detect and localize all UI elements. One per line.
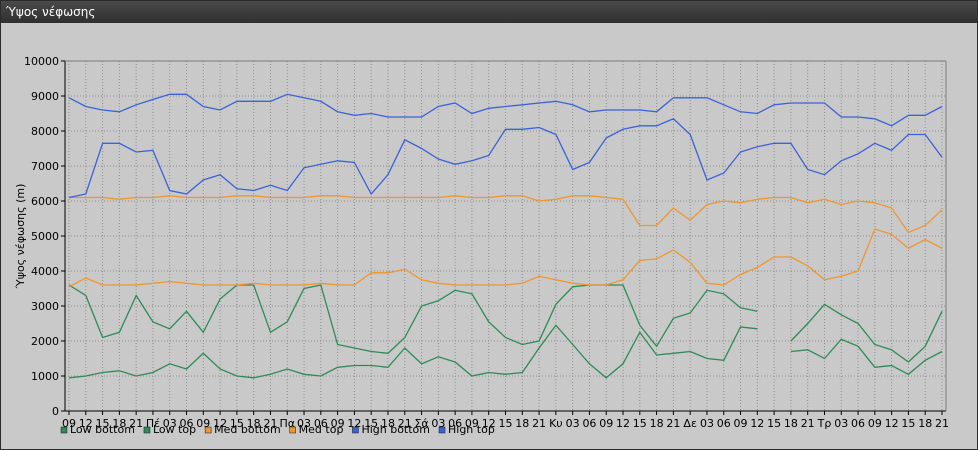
y-tick-label: 10000 bbox=[24, 55, 59, 68]
legend-swatch bbox=[352, 426, 359, 434]
series-line-high-bottom bbox=[68, 118, 943, 199]
x-tick-label: 21 bbox=[532, 417, 546, 430]
x-tick-label: 15 bbox=[901, 417, 915, 430]
x-tick-label: 03 bbox=[566, 417, 580, 430]
series-line-high-top bbox=[68, 93, 943, 127]
x-tick-label: 06 bbox=[851, 417, 865, 430]
title-bar: Ύψος νέφωσης bbox=[1, 1, 977, 23]
x-tick-label: 06 bbox=[717, 417, 731, 430]
x-tick-label: 12 bbox=[482, 417, 496, 430]
y-tick-label: 3000 bbox=[31, 300, 59, 313]
x-tick-label: 21 bbox=[935, 417, 949, 430]
x-tick-label: 21 bbox=[129, 417, 143, 430]
x-tick-label: 15 bbox=[767, 417, 781, 430]
legend-label: Med bottom bbox=[214, 423, 281, 436]
x-tick-label: 18 bbox=[112, 417, 126, 430]
x-tick-label: 12 bbox=[213, 417, 227, 430]
x-tick-label: 03 bbox=[297, 417, 311, 430]
y-tick-label: 6000 bbox=[31, 195, 59, 208]
x-tick-label: 12 bbox=[79, 417, 93, 430]
x-tick-label: 18 bbox=[784, 417, 798, 430]
x-tick-label: 15 bbox=[364, 417, 378, 430]
x-tick-label: 18 bbox=[515, 417, 529, 430]
x-tick-label: 03 bbox=[163, 417, 177, 430]
x-tick-label: 12 bbox=[616, 417, 630, 430]
x-tick-label: Τρ bbox=[817, 417, 832, 430]
x-tick-label: 09 bbox=[734, 417, 748, 430]
x-tick-label: 06 bbox=[314, 417, 328, 430]
y-tick-label: 1000 bbox=[31, 370, 59, 383]
x-tick-label: 03 bbox=[700, 417, 714, 430]
series-line-low-top bbox=[68, 284, 943, 363]
y-axis-label: Ύψος νέφωσης (m) bbox=[14, 184, 27, 290]
x-tick-label: 18 bbox=[918, 417, 932, 430]
legend-swatch bbox=[438, 426, 446, 434]
series-line-med-bottom bbox=[68, 228, 943, 288]
x-tick-label: 06 bbox=[448, 417, 462, 430]
series-line-low-bottom bbox=[68, 324, 943, 379]
x-tick-label: 18 bbox=[650, 417, 664, 430]
series-line-med-top bbox=[69, 195, 943, 234]
legend-label: Med top bbox=[299, 423, 344, 436]
cloud-height-chart: 0 1000 2000 3000 4000 5000 6000 7000 8000 9000 100… bbox=[14, 55, 949, 436]
x-tick-label: Κυ bbox=[549, 417, 563, 430]
legend-label: High top bbox=[448, 423, 495, 436]
x-tick-label: 15 bbox=[96, 417, 110, 430]
y-tick-label: 0 bbox=[52, 405, 59, 418]
chart-panel: 0 1000 2000 3000 4000 5000 6000 7000 8000 9000 100… bbox=[3, 23, 975, 447]
y-tick-label: 9000 bbox=[31, 90, 59, 103]
y-tick-label: 2000 bbox=[31, 335, 59, 348]
x-tick-label: 09 bbox=[465, 417, 479, 430]
y-tick-label: 4000 bbox=[31, 265, 59, 278]
x-tick-label: 09 bbox=[599, 417, 613, 430]
legend-swatch bbox=[289, 426, 296, 434]
y-tick-label: 7000 bbox=[31, 160, 59, 173]
x-tick-label: 15 bbox=[633, 417, 647, 430]
x-tick-label: 12 bbox=[750, 417, 764, 430]
x-tick-label: 21 bbox=[801, 417, 815, 430]
legend-swatch bbox=[60, 426, 68, 434]
x-tick-label: 21 bbox=[263, 417, 277, 430]
x-tick-label: 15 bbox=[230, 417, 244, 430]
legend-label: High bottom bbox=[361, 423, 430, 436]
x-tick-label: 18 bbox=[381, 417, 395, 430]
x-tick-label: 18 bbox=[247, 417, 261, 430]
x-tick-label: 06 bbox=[582, 417, 596, 430]
x-tick-label: 15 bbox=[499, 417, 513, 430]
x-tick-label: 06 bbox=[180, 417, 194, 430]
x-tick-label: Δε bbox=[683, 417, 697, 430]
window-title: Ύψος νέφωσης bbox=[6, 5, 96, 19]
x-tick-label: 03 bbox=[834, 417, 848, 430]
x-tick-label: 21 bbox=[398, 417, 412, 430]
y-tick-label: 5000 bbox=[31, 230, 59, 243]
legend-swatch bbox=[204, 426, 212, 434]
x-tick-label: 09 bbox=[331, 417, 345, 430]
y-tick-label: 8000 bbox=[31, 125, 59, 138]
x-tick-label: Σά bbox=[414, 417, 428, 430]
x-tick-label: 21 bbox=[666, 417, 680, 430]
legend-swatch bbox=[143, 426, 151, 434]
x-tick-label: 09 bbox=[868, 417, 882, 430]
x-tick-label: 12 bbox=[885, 417, 899, 430]
legend-label: Low bottom bbox=[70, 423, 135, 436]
legend-label: Low top bbox=[153, 423, 196, 436]
